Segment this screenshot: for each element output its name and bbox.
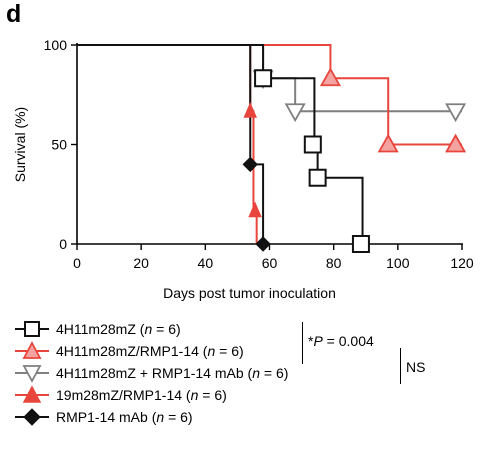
legend-label: RMP1-14 mAb (n = 6): [56, 409, 193, 425]
y-tick-label: 50: [51, 137, 67, 153]
p-value-bracket: [302, 322, 303, 364]
legend: 4H11m28mZ (n = 6) 4H11m28mZ/RMP1-14 (n =…: [14, 318, 494, 450]
data-point: [303, 135, 322, 154]
filled-triangle-up-marker-icon: [15, 385, 49, 403]
legend-label: 4H11m28mZ + RMP1-14 mAb (n = 6): [56, 365, 289, 381]
series-line-4: [77, 44, 265, 244]
p-value-label: *P = 0.004: [308, 333, 374, 349]
filled-diamond-marker-icon: [15, 408, 49, 426]
open-triangle-down-marker-icon: [15, 365, 49, 383]
data-point: [308, 168, 327, 187]
legend-item-4h11m28mz: 4H11m28mZ (n = 6): [14, 318, 181, 340]
y-tick-label: 100: [44, 37, 68, 53]
data-point: [319, 67, 341, 87]
data-point: [284, 103, 306, 123]
light-triangle-up-marker-icon: [15, 341, 49, 359]
x-tick-label: 100: [386, 255, 410, 271]
legend-label: 19m28mZ/RMP1-14 (n = 6): [56, 387, 227, 403]
ns-bracket: [400, 348, 401, 384]
data-point: [243, 101, 258, 118]
data-point: [255, 236, 271, 252]
data-point: [248, 201, 262, 218]
legend-item-4h11m28mz-rmp1-14: 4H11m28mZ/RMP1-14 (n = 6): [14, 340, 244, 362]
ns-label: NS: [406, 359, 426, 375]
x-tick-label: 20: [133, 255, 149, 271]
legend-item-rmp1-14-mab: RMP1-14 mAb (n = 6): [14, 406, 193, 428]
series-line-1: [77, 44, 462, 146]
x-tick-label: 40: [198, 255, 214, 271]
data-point: [242, 156, 258, 173]
y-tick-label: 0: [59, 236, 67, 252]
x-tick-label: 60: [262, 255, 278, 271]
panel-letter: d: [6, 0, 22, 28]
data-point: [351, 235, 370, 253]
x-axis-label: Days post tumor inoculation: [163, 285, 336, 301]
x-tick-label: 0: [73, 255, 81, 271]
legend-label: 4H11m28mZ (n = 6): [56, 321, 181, 337]
open-square-marker-icon: [15, 321, 49, 337]
survival-chart: 0 20 40 60 80 100 120 0 50 100 Days post tumor ino…: [12, 37, 474, 301]
x-tick-label: 120: [450, 255, 474, 271]
data-point: [377, 133, 399, 153]
data-point: [254, 69, 273, 88]
data-point: [445, 133, 467, 153]
legend-item-19m28mz-rmp1-14: 19m28mZ/RMP1-14 (n = 6): [14, 384, 227, 406]
series-line-3: [77, 44, 258, 244]
y-axis-label: Survival (%): [12, 107, 28, 182]
legend-item-4h11m28mz-plus-mab: 4H11m28mZ + RMP1-14 mAb (n = 6): [14, 362, 288, 384]
x-tick-label: 80: [326, 255, 342, 271]
data-point: [445, 103, 467, 123]
legend-label: 4H11m28mZ/RMP1-14 (n = 6): [56, 343, 244, 359]
